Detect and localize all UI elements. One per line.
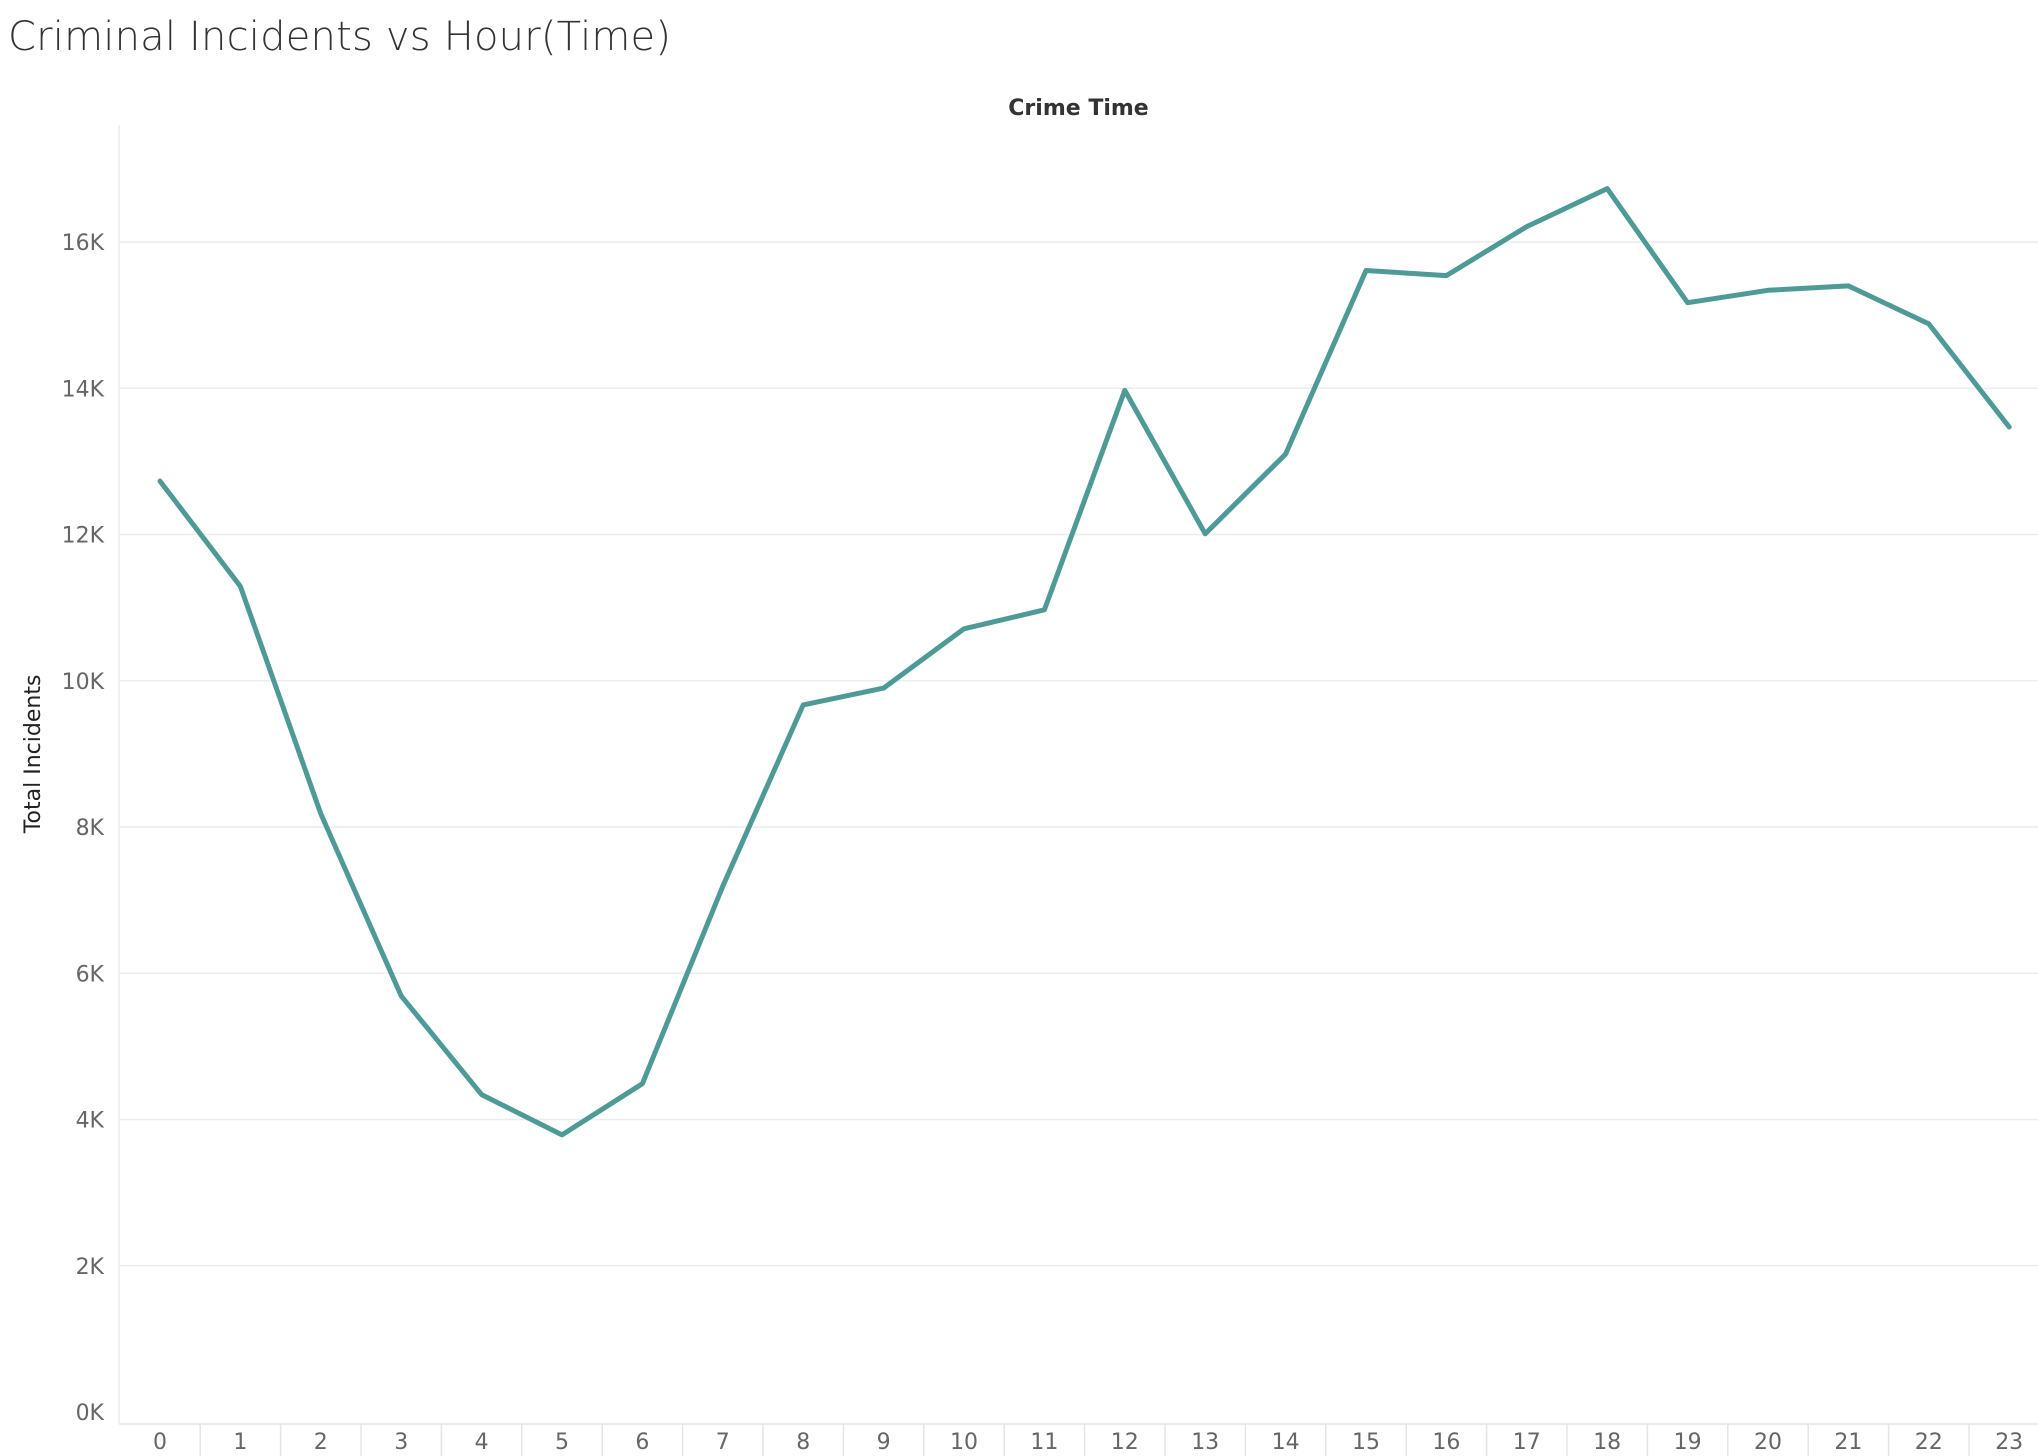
x-tick-label: 23	[1995, 1430, 2023, 1455]
x-tick-label: 4	[475, 1430, 489, 1455]
y-tick-label: 10K	[62, 670, 105, 695]
x-tick-label: 16	[1432, 1430, 1460, 1455]
x-tick-label: 0	[153, 1430, 167, 1455]
x-tick-label: 9	[877, 1430, 891, 1455]
series-lines	[157, 186, 2012, 1138]
gridlines	[119, 241, 2038, 1267]
x-tick-label: 12	[1111, 1430, 1139, 1455]
x-tick-label: 8	[796, 1430, 810, 1455]
x-tick-label: 22	[1915, 1430, 1943, 1455]
x-tick-label: 3	[394, 1430, 408, 1455]
x-tick-label: 2	[314, 1430, 328, 1455]
x-tick-label: 15	[1352, 1430, 1380, 1455]
x-tick-label: 13	[1191, 1430, 1219, 1455]
x-tick-label: 6	[635, 1430, 649, 1455]
chart-title: Criminal Incidents vs Hour(Time)	[8, 14, 672, 60]
x-tick-label: 17	[1513, 1430, 1541, 1455]
x-tick-label: 18	[1593, 1430, 1621, 1455]
x-tick-label: 1	[233, 1430, 247, 1455]
y-tick-label: 4K	[76, 1109, 105, 1134]
x-tick-label: 21	[1834, 1430, 1862, 1455]
y-tick-label: 14K	[62, 377, 105, 402]
series-line	[157, 186, 2012, 1138]
y-axis-title: Total Incidents	[21, 675, 46, 835]
y-tick-label: 0K	[76, 1401, 105, 1426]
y-tick-label: 2K	[76, 1255, 105, 1280]
x-tick-label: 5	[555, 1430, 569, 1455]
x-axis-ticks: 0 1 2 3 4 5 6 7 8 9 10 11 12 13 14 15 16 17 18 19 20 21 22 23	[153, 1424, 2023, 1456]
x-tick-label: 11	[1030, 1430, 1058, 1455]
y-tick-label: 8K	[76, 816, 105, 841]
x-tick-label: 7	[716, 1430, 730, 1455]
x-tick-label: 10	[950, 1430, 978, 1455]
column-header: Crime Time	[1008, 96, 1148, 121]
x-tick-label: 20	[1754, 1430, 1782, 1455]
y-axis-ticks: 0K 2K 4K 6K 8K 10K 12K 14K 16K	[62, 231, 105, 1426]
x-tick-label: 19	[1674, 1430, 1702, 1455]
y-tick-label: 12K	[62, 524, 105, 549]
y-tick-label: 16K	[62, 231, 105, 256]
x-tick-label: 14	[1272, 1430, 1300, 1455]
y-tick-label: 6K	[76, 962, 105, 987]
axes	[118, 125, 2038, 1425]
